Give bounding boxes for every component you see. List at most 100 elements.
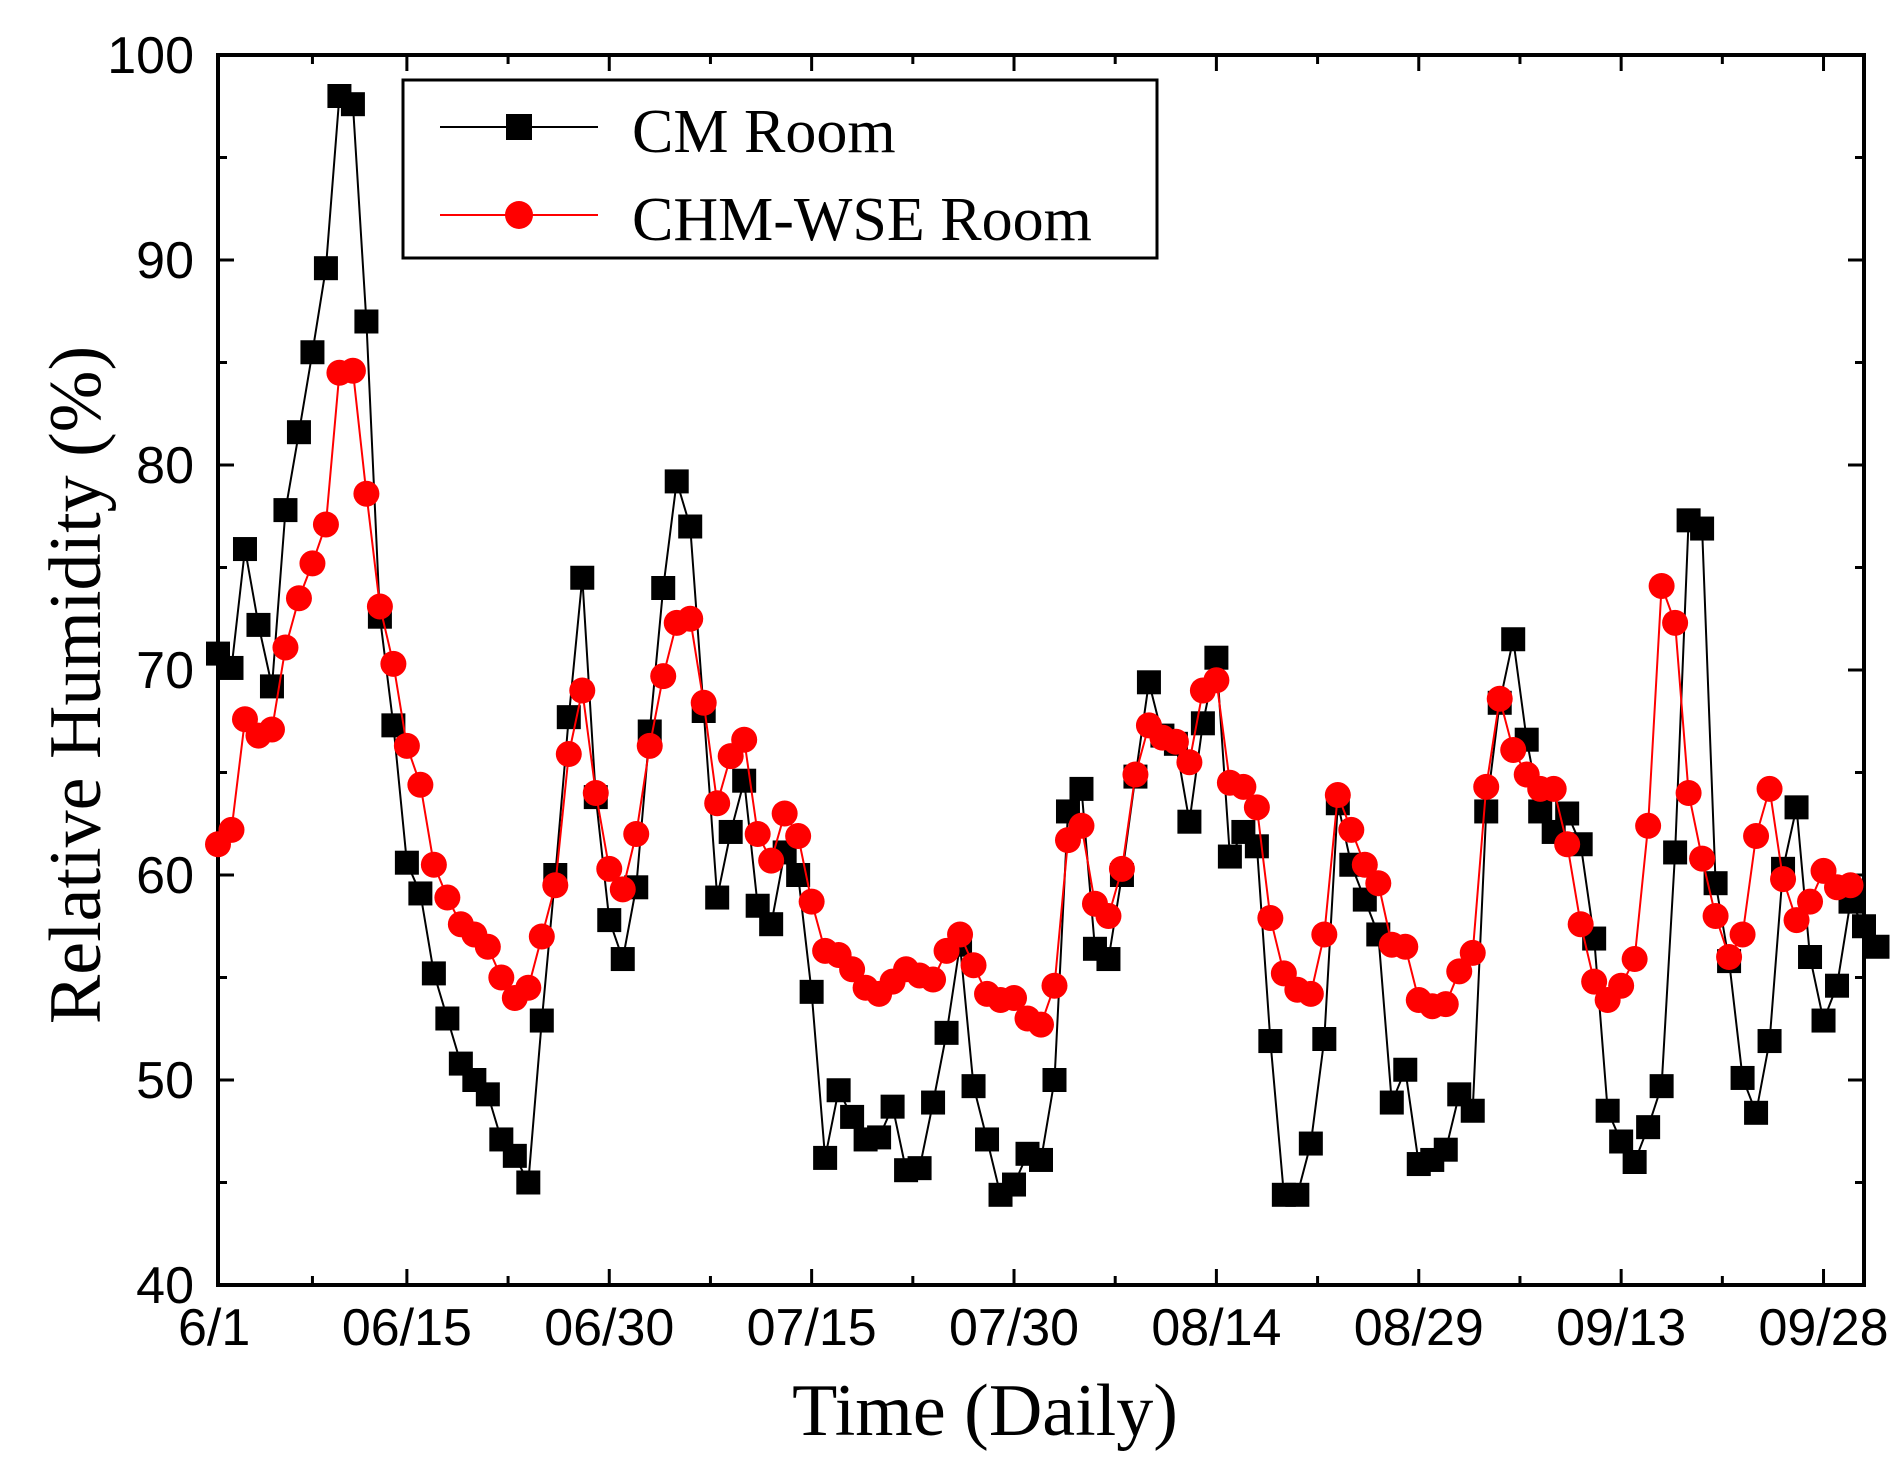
data-point — [394, 850, 419, 875]
data-point — [353, 480, 380, 507]
data-point — [1324, 782, 1351, 809]
data-point — [1096, 947, 1121, 972]
data-point — [1311, 921, 1338, 948]
data-point — [798, 888, 825, 915]
data-point — [488, 964, 515, 991]
data-point — [1230, 773, 1257, 800]
y-tick-label: 100 — [107, 27, 194, 85]
data-point — [1069, 776, 1094, 801]
data-point — [744, 821, 771, 847]
data-point — [1770, 866, 1797, 893]
data-point — [1635, 812, 1662, 839]
data-point — [354, 309, 379, 334]
data-point — [1649, 1074, 1674, 1099]
data-point — [704, 790, 731, 817]
data-point — [529, 1008, 554, 1033]
data-point — [759, 912, 784, 937]
data-point — [960, 952, 987, 979]
data-point — [1068, 812, 1095, 839]
data-point — [380, 650, 407, 677]
data-point — [1783, 907, 1810, 934]
data-point — [1852, 914, 1876, 939]
data-point — [1028, 1011, 1054, 1038]
data-point — [1730, 1065, 1755, 1090]
legend-cm-label: CM Room — [632, 98, 896, 166]
y-tick-label: 70 — [136, 642, 194, 700]
data-point — [272, 634, 299, 661]
data-point — [232, 537, 257, 562]
data-point — [1608, 972, 1635, 999]
data-point — [1811, 1008, 1836, 1033]
x-tick-label: 07/15 — [747, 1299, 877, 1357]
data-point — [1002, 1172, 1027, 1197]
data-point — [597, 908, 622, 933]
data-point — [1298, 1131, 1323, 1156]
data-point — [705, 885, 730, 910]
legend: CM Room CHM-WSE Room — [401, 78, 1159, 260]
data-point — [678, 514, 703, 539]
data-point — [1716, 944, 1743, 970]
data-point — [1528, 799, 1553, 824]
data-point — [1690, 516, 1715, 541]
data-point — [542, 872, 569, 899]
legend-box — [401, 78, 1159, 260]
data-point — [528, 923, 555, 950]
data-point — [1743, 823, 1770, 850]
data-point — [1204, 645, 1229, 670]
data-point — [1474, 799, 1499, 824]
data-point — [1042, 1068, 1067, 1092]
data-point — [340, 92, 365, 117]
data-point — [408, 881, 433, 906]
data-point — [1865, 934, 1890, 959]
x-tick-label: 06/30 — [544, 1299, 674, 1357]
data-point — [502, 1143, 527, 1168]
data-point — [1473, 773, 1500, 800]
legend-cm-marker — [506, 114, 532, 140]
legend-chm-label: CHM-WSE Room — [632, 186, 1092, 254]
data-point — [1567, 911, 1594, 938]
data-point — [1001, 985, 1028, 1011]
data-point — [434, 884, 461, 911]
y-tick-label: 40 — [136, 1257, 194, 1315]
data-point — [1500, 736, 1527, 763]
data-point — [299, 550, 326, 577]
data-point — [947, 921, 974, 948]
x-tick-label: 06/15 — [342, 1299, 472, 1357]
data-point — [273, 498, 298, 523]
data-point — [1595, 1098, 1620, 1123]
data-point — [219, 655, 244, 680]
data-point — [475, 1082, 500, 1107]
data-point — [636, 732, 663, 759]
data-point — [1379, 1090, 1404, 1115]
data-point — [758, 847, 785, 874]
data-point — [1351, 851, 1378, 878]
data-point — [313, 256, 338, 281]
data-point — [366, 593, 393, 620]
data-point — [718, 819, 743, 844]
series-chm-wse-room — [205, 357, 1864, 1038]
data-point — [1297, 980, 1324, 1007]
data-point — [1662, 609, 1689, 636]
data-point — [1095, 903, 1122, 929]
data-point — [1798, 945, 1823, 969]
data-point — [312, 511, 339, 538]
data-point — [1041, 972, 1068, 999]
data-point — [1757, 1029, 1782, 1054]
y-tick-label: 90 — [136, 232, 194, 290]
data-point — [1122, 761, 1149, 788]
data-point — [393, 732, 420, 759]
data-point — [1257, 905, 1284, 932]
data-point — [1648, 572, 1675, 599]
data-point — [921, 1090, 946, 1115]
data-point — [826, 1078, 851, 1103]
data-point — [1392, 933, 1419, 960]
series-layer — [205, 84, 1890, 1207]
data-point — [731, 726, 758, 753]
data-point — [1837, 872, 1864, 899]
data-point — [907, 1156, 932, 1181]
data-point — [420, 851, 447, 878]
x-tick-label: 09/28 — [1758, 1299, 1888, 1357]
legend-chm-marker — [505, 201, 533, 229]
data-point — [1729, 921, 1756, 948]
